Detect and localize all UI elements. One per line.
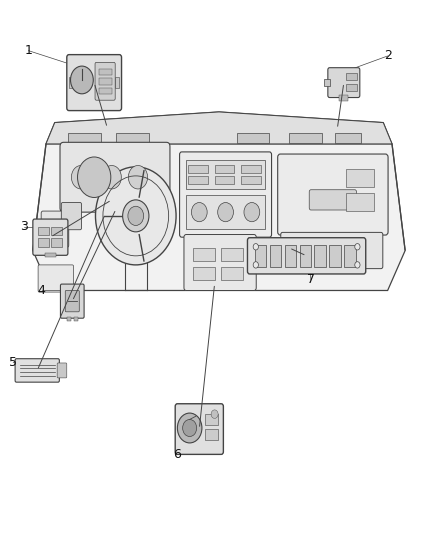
Text: 3: 3 [20, 220, 28, 233]
Bar [241, 165, 261, 173]
Circle shape [253, 262, 258, 268]
FancyBboxPatch shape [61, 203, 81, 230]
Bar [188, 165, 208, 173]
FancyBboxPatch shape [184, 235, 256, 290]
Bar [193, 248, 215, 261]
Circle shape [211, 410, 218, 418]
Circle shape [355, 262, 360, 268]
FancyBboxPatch shape [328, 68, 360, 98]
Bar [346, 169, 374, 187]
Circle shape [244, 203, 260, 222]
Bar [99, 69, 112, 75]
Circle shape [218, 203, 233, 222]
FancyBboxPatch shape [281, 232, 383, 269]
Text: 5: 5 [9, 356, 17, 369]
Bar [344, 245, 356, 266]
Circle shape [78, 157, 111, 198]
Polygon shape [46, 112, 392, 144]
FancyBboxPatch shape [57, 363, 67, 378]
Bar [346, 73, 357, 80]
Circle shape [177, 413, 202, 443]
Circle shape [123, 200, 149, 232]
Bar [346, 84, 357, 91]
FancyBboxPatch shape [175, 404, 223, 454]
FancyBboxPatch shape [60, 284, 84, 318]
Circle shape [102, 165, 121, 189]
Circle shape [71, 66, 93, 94]
Bar [193, 266, 215, 280]
Bar [51, 227, 62, 235]
Bar [51, 238, 62, 247]
Circle shape [253, 244, 258, 250]
Bar [215, 165, 234, 173]
FancyBboxPatch shape [60, 142, 170, 212]
Bar [99, 78, 112, 85]
Bar [45, 253, 56, 257]
Bar [339, 95, 348, 101]
Bar [215, 176, 234, 184]
Bar [38, 238, 49, 247]
Circle shape [191, 203, 207, 222]
Bar [99, 88, 112, 94]
Bar [346, 193, 374, 211]
Bar [115, 77, 119, 88]
Bar [69, 77, 74, 88]
Bar [186, 195, 265, 229]
Circle shape [128, 206, 144, 225]
FancyBboxPatch shape [309, 190, 357, 210]
FancyBboxPatch shape [41, 211, 69, 247]
Circle shape [71, 165, 91, 189]
Text: 6: 6 [173, 448, 181, 461]
Bar [237, 133, 269, 143]
FancyBboxPatch shape [33, 219, 68, 255]
FancyBboxPatch shape [67, 55, 121, 111]
Circle shape [355, 244, 360, 250]
Bar [68, 133, 101, 143]
Bar [221, 248, 243, 261]
FancyBboxPatch shape [316, 242, 347, 260]
Text: 7: 7 [307, 273, 315, 286]
Bar [46, 228, 64, 233]
Text: 2: 2 [384, 50, 392, 62]
Polygon shape [33, 144, 405, 290]
FancyBboxPatch shape [15, 359, 60, 382]
Bar [205, 429, 218, 440]
Bar [67, 317, 71, 321]
Bar [255, 245, 266, 266]
FancyBboxPatch shape [247, 238, 366, 274]
Text: 4: 4 [38, 284, 46, 297]
Bar [221, 266, 243, 280]
Bar [289, 133, 322, 143]
Bar [314, 245, 326, 266]
Text: 1: 1 [25, 44, 32, 57]
FancyBboxPatch shape [278, 154, 388, 235]
FancyBboxPatch shape [65, 290, 79, 312]
Bar [324, 79, 330, 86]
Bar [38, 227, 49, 235]
Bar [205, 414, 218, 425]
Bar [285, 245, 296, 266]
Bar [188, 176, 208, 184]
Bar [329, 245, 341, 266]
Bar [270, 245, 281, 266]
Bar [74, 317, 78, 321]
Bar [335, 133, 361, 143]
Bar [186, 160, 265, 189]
Bar [46, 220, 64, 225]
Circle shape [183, 419, 197, 437]
Bar [300, 245, 311, 266]
FancyBboxPatch shape [180, 152, 272, 237]
Circle shape [128, 165, 148, 189]
Bar [116, 133, 149, 143]
Circle shape [95, 167, 176, 265]
FancyBboxPatch shape [95, 62, 115, 100]
FancyBboxPatch shape [38, 265, 74, 292]
Bar [241, 176, 261, 184]
Bar [46, 236, 64, 241]
